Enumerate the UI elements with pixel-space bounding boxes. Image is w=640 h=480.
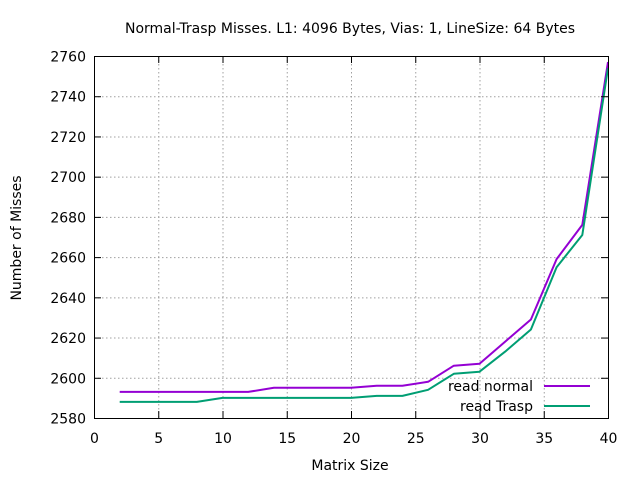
y-tick-label: 2600: [50, 371, 86, 387]
series-line-read-trasp: [119, 67, 609, 403]
x-tick-label: 5: [154, 431, 163, 447]
y-tick-label: 2760: [50, 50, 86, 66]
x-tick-label: 40: [600, 431, 618, 447]
y-tick-label: 2740: [50, 90, 86, 106]
x-tick-label: 20: [343, 431, 361, 447]
y-axis-label: Number of Misses: [9, 175, 25, 300]
chart-title: Normal-Trasp Misses. L1: 4096 Bytes, Via…: [125, 21, 575, 37]
x-tick-label: 30: [471, 431, 489, 447]
y-tick-label: 2700: [50, 170, 86, 186]
series-line-read-normal: [119, 61, 609, 393]
y-tick-label: 2680: [50, 210, 86, 226]
x-axis-label: Matrix Size: [311, 458, 388, 474]
x-tick-label: 35: [535, 431, 553, 447]
y-tick-label: 2720: [50, 130, 86, 146]
x-tick-label: 25: [407, 431, 425, 447]
legend: read normal read Trasp: [448, 379, 590, 415]
grid: [94, 56, 608, 418]
legend-label: read Trasp: [460, 399, 533, 415]
y-tick-label: 2620: [50, 331, 86, 347]
y-tick-label: 2580: [50, 412, 86, 428]
series-lines: [119, 61, 609, 403]
legend-label: read normal: [448, 379, 533, 395]
y-tick-label: 2660: [50, 251, 86, 267]
x-tick-label: 15: [278, 431, 296, 447]
axis-ticks: 0 5 10 15 20 25 30 35 40 2580 2600 2620 2640 2660 2680…: [50, 50, 617, 448]
x-tick-label: 0: [90, 431, 99, 447]
x-tick-label: 10: [214, 431, 232, 447]
y-tick-label: 2640: [50, 291, 86, 307]
